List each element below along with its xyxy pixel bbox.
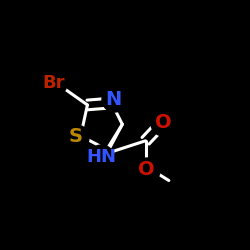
Text: O: O (138, 160, 155, 179)
Text: S: S (69, 128, 83, 146)
Text: HN: HN (86, 148, 116, 166)
Text: N: N (106, 90, 122, 108)
Text: O: O (155, 113, 171, 132)
Text: Br: Br (42, 74, 65, 92)
